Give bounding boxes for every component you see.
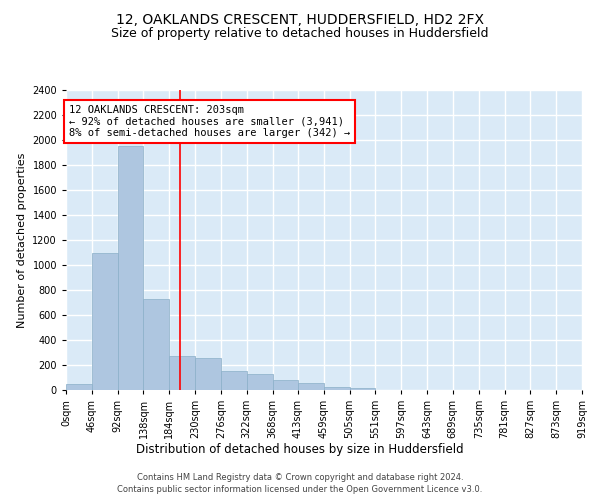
Text: Size of property relative to detached houses in Huddersfield: Size of property relative to detached ho…	[111, 28, 489, 40]
Bar	[143, 298, 169, 390]
Bar	[66, 384, 92, 390]
Bar	[247, 374, 272, 390]
Text: Contains public sector information licensed under the Open Government Licence v3: Contains public sector information licen…	[118, 485, 482, 494]
Bar	[221, 371, 247, 390]
Text: Contains HM Land Registry data © Crown copyright and database right 2024.: Contains HM Land Registry data © Crown c…	[137, 472, 463, 482]
Text: 12, OAKLANDS CRESCENT, HUDDERSFIELD, HD2 2FX: 12, OAKLANDS CRESCENT, HUDDERSFIELD, HD2…	[116, 12, 484, 26]
Bar	[118, 146, 143, 390]
Bar	[272, 380, 298, 390]
Text: 12 OAKLANDS CRESCENT: 203sqm
← 92% of detached houses are smaller (3,941)
8% of : 12 OAKLANDS CRESCENT: 203sqm ← 92% of de…	[69, 105, 350, 138]
Text: Distribution of detached houses by size in Huddersfield: Distribution of detached houses by size …	[136, 442, 464, 456]
Bar	[350, 388, 376, 390]
Bar	[195, 358, 221, 390]
Bar	[92, 252, 118, 390]
Bar	[298, 382, 324, 390]
Bar	[324, 387, 350, 390]
Bar	[169, 356, 195, 390]
Y-axis label: Number of detached properties: Number of detached properties	[17, 152, 26, 328]
